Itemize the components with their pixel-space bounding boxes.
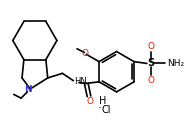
Text: H: H (99, 96, 107, 106)
Text: ·: · (98, 103, 102, 113)
Text: O: O (147, 42, 154, 51)
Text: O: O (86, 97, 93, 106)
Text: Cl: Cl (102, 105, 111, 115)
Text: S: S (147, 58, 154, 68)
Text: O: O (147, 76, 154, 85)
Text: NH₂: NH₂ (167, 59, 184, 68)
Text: HN: HN (74, 77, 87, 86)
Text: N: N (24, 85, 31, 94)
Text: O: O (82, 49, 89, 58)
